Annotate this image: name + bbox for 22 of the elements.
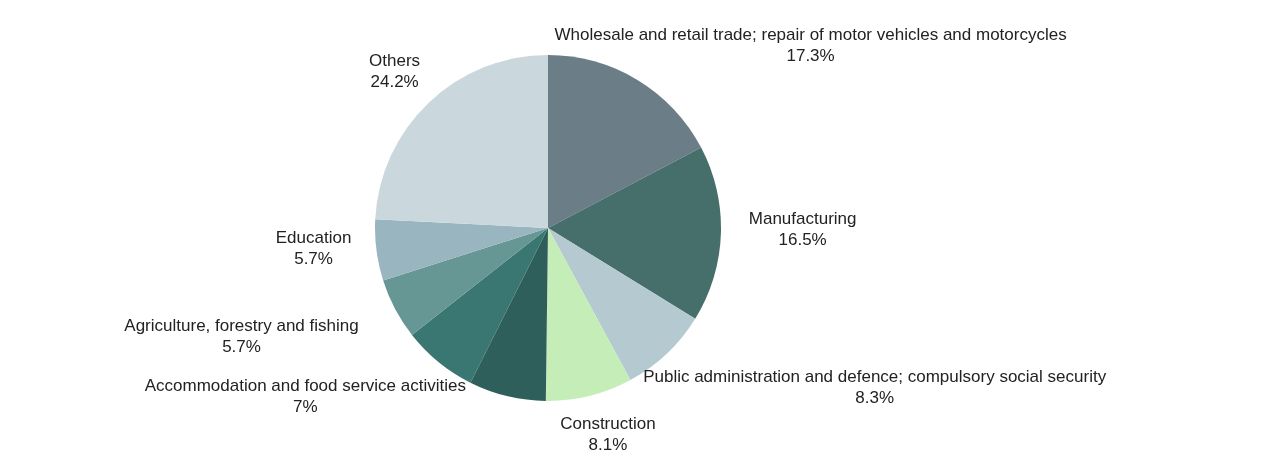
data-label: 8.3% xyxy=(855,387,895,407)
slice-label: Construction xyxy=(560,414,656,434)
slice-label: Others xyxy=(369,50,421,70)
data-label: 5.7% xyxy=(294,248,333,268)
slice-label: Agriculture, forestry and fishing xyxy=(124,316,359,336)
data-label: 16.5% xyxy=(778,230,827,250)
pie-slice xyxy=(545,228,631,401)
data-label: 5.7% xyxy=(222,337,261,357)
data-label: 8.1% xyxy=(588,435,628,455)
slice-label: Wholesale and retail trade; repair of motor vehicles and motorcycles xyxy=(554,25,1067,45)
slice-label: Public administration and defence; compulsory social security xyxy=(643,366,1107,386)
data-label: 17.3% xyxy=(786,46,835,66)
pie-slice xyxy=(470,228,548,401)
data-label: 7% xyxy=(293,397,318,417)
pie-slice xyxy=(548,55,702,228)
pie-slice xyxy=(383,228,548,335)
data-label: 24.2% xyxy=(370,71,419,91)
pie-slice xyxy=(375,219,548,281)
slice-label: Accommodation and food service activities xyxy=(144,376,466,396)
slice-label: Education xyxy=(275,227,352,247)
pie-slice xyxy=(548,228,696,381)
slice-label: Manufacturing xyxy=(748,209,857,229)
